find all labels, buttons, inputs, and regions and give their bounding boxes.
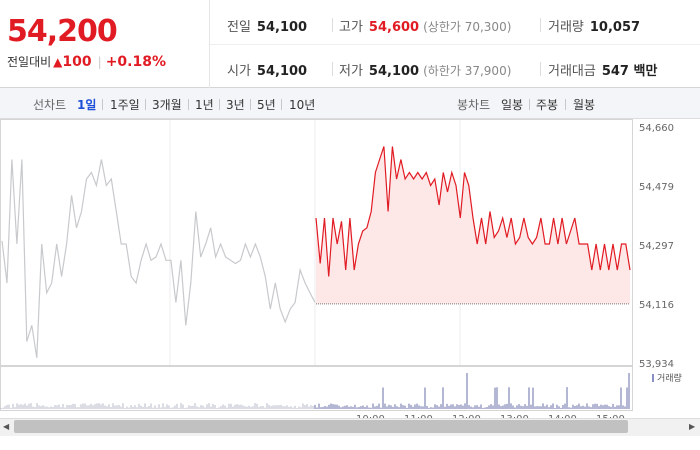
volume-legend-swatch <box>652 374 654 382</box>
period-3y[interactable]: 3년 <box>226 98 245 112</box>
period-1w[interactable]: 1주일 <box>110 98 140 112</box>
price-box: 54,200 전일대비 ▲100 | +0.18% <box>0 0 210 88</box>
change-rate: +0.18% <box>105 54 166 70</box>
stat-value: 54,100 <box>368 64 420 79</box>
divider <box>565 99 566 110</box>
candle-daily[interactable]: 일봉 <box>501 98 524 112</box>
divider <box>332 18 333 32</box>
period-3m[interactable]: 3개월 <box>152 98 182 112</box>
up-arrow-icon: ▲ <box>53 55 63 69</box>
stat-amount: 거래대금 547 백만 <box>548 60 657 79</box>
price-chart: 54,660 54,479 54,297 54,116 53,934 거래량 10:00 11… <box>0 119 682 418</box>
candle-chart-title: 봉차트 <box>457 98 491 112</box>
x-tick-label: 11:00 <box>404 414 433 418</box>
quote-stats: 전일 54,100 고가 54,600 (상한가 70,300) 거래량 10,057 … <box>210 0 700 88</box>
x-tick-label: 14:00 <box>548 414 577 418</box>
divider <box>102 99 103 110</box>
period-1d[interactable]: 1일 <box>77 98 97 112</box>
stat-value: 547 백만 <box>601 64 658 79</box>
x-tick-label: 12:00 <box>452 414 481 418</box>
period-10y[interactable]: 10년 <box>289 98 316 112</box>
divider <box>281 99 282 110</box>
y-tick-label: 53,934 <box>639 359 674 370</box>
stat-low: 저가 54,100 (하한가 37,900) <box>339 60 511 79</box>
line-chart-title: 선차트 <box>33 98 67 112</box>
stats-divider <box>210 44 700 45</box>
current-price: 54,200 <box>7 14 118 49</box>
y-tick-label: 54,297 <box>639 241 674 252</box>
series-line-prev <box>1 159 316 358</box>
stat-high: 고가 54,600 (상한가 70,300) <box>339 16 511 35</box>
scrollbar-thumb[interactable] <box>14 420 628 433</box>
change-line: 전일대비 ▲100 | +0.18% <box>7 53 166 70</box>
stat-open: 시가 54,100 <box>227 60 307 79</box>
chart-toolbar: 선차트 1일 1주일 3개월 1년 3년 5년 10년 봉차트 일봉 주봉 월봉 <box>0 88 700 119</box>
x-tick-label: 13:00 <box>500 414 529 418</box>
series-line-today <box>315 146 631 277</box>
y-tick-label: 54,116 <box>639 300 674 311</box>
scroll-right-icon[interactable]: ▶ <box>689 422 696 431</box>
divider <box>332 62 333 76</box>
stat-label: 저가 <box>339 64 363 79</box>
stat-prev-close: 전일 54,100 <box>227 16 307 35</box>
chart-area: 54,660 54,479 54,297 54,116 53,934 거래량 10:00 11… <box>0 119 700 450</box>
divider <box>540 18 541 32</box>
divider <box>540 62 541 76</box>
stat-volume: 거래량 10,057 <box>548 16 640 35</box>
y-tick-label: 54,660 <box>639 123 674 134</box>
period-1y[interactable]: 1년 <box>195 98 214 112</box>
change-separator: | <box>97 55 102 69</box>
divider <box>188 99 189 110</box>
stat-value: 54,100 <box>256 20 308 35</box>
stat-label: 전일 <box>227 20 251 35</box>
period-5y[interactable]: 5년 <box>257 98 276 112</box>
scroll-left-icon[interactable]: ◀ <box>3 422 10 431</box>
stat-value: 54,600 <box>368 20 420 35</box>
stat-sub: (하한가 37,900) <box>423 64 512 78</box>
stat-label: 고가 <box>339 20 363 35</box>
stat-label: 거래대금 <box>548 64 596 79</box>
plot-frame <box>0 119 633 366</box>
candle-weekly[interactable]: 주봉 <box>536 98 559 112</box>
divider <box>219 99 220 110</box>
x-tick-label: 10:00 <box>356 414 385 418</box>
series-area-today <box>316 146 630 304</box>
x-tick-label: 15:00 <box>596 414 625 418</box>
divider <box>529 99 530 110</box>
volume-legend: 거래량 <box>657 372 682 384</box>
quote-header: 54,200 전일대비 ▲100 | +0.18% 전일 54,100 고가 54,600… <box>0 0 700 88</box>
stat-label: 시가 <box>227 64 251 79</box>
candle-monthly[interactable]: 월봉 <box>573 98 596 112</box>
change-label: 전일대비 <box>7 55 52 69</box>
y-tick-label: 54,479 <box>639 182 674 193</box>
change-value: 100 <box>62 54 92 70</box>
stat-label: 거래량 <box>548 20 584 35</box>
volume-frame <box>0 366 633 411</box>
stat-value: 10,057 <box>589 20 641 35</box>
divider <box>145 99 146 110</box>
stat-value: 54,100 <box>256 64 308 79</box>
stat-sub: (상한가 70,300) <box>423 20 512 34</box>
divider <box>250 99 251 110</box>
